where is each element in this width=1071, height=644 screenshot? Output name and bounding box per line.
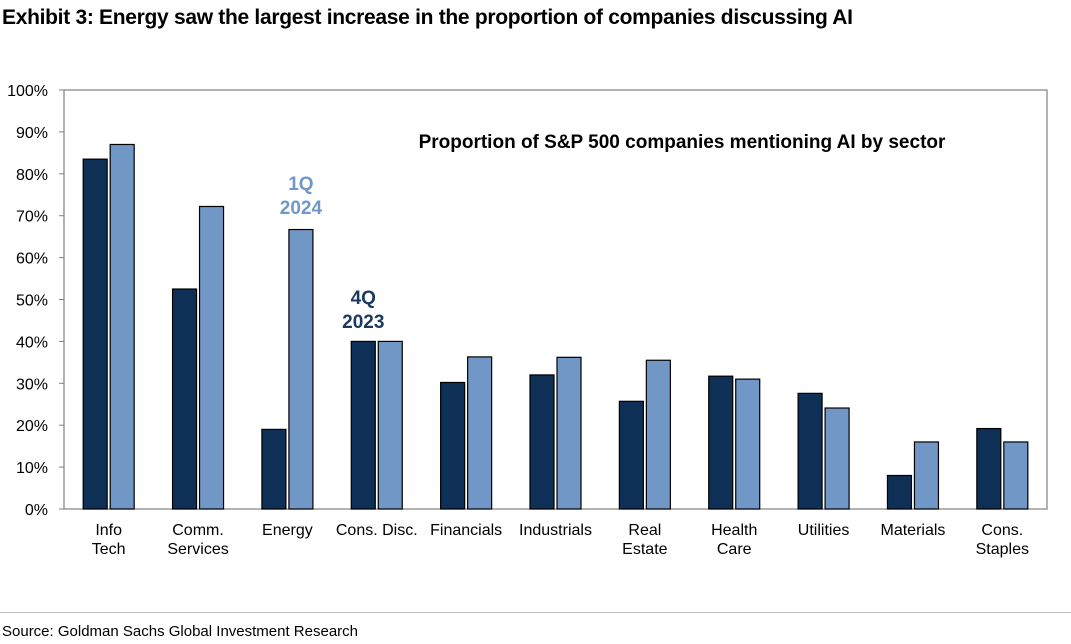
series-label-4q2023: 4Q 2023 xyxy=(342,288,384,333)
x-tick-label: Utilities xyxy=(798,522,850,539)
bar-1q2024 xyxy=(288,228,314,510)
bar-4q2023 xyxy=(618,400,644,510)
series-label-1q2024: 1Q 2024 xyxy=(280,174,323,219)
bar-1q2024 xyxy=(1003,441,1029,510)
x-tick-label: Cons. Staples xyxy=(976,522,1029,558)
bar-4q2023 xyxy=(350,340,376,510)
source-note: Source: Goldman Sachs Global Investment … xyxy=(2,623,359,640)
x-tick-label: Materials xyxy=(881,522,946,539)
y-tick-label: 90% xyxy=(16,125,48,142)
bar-4q2023 xyxy=(171,288,198,510)
y-tick-label: 0% xyxy=(25,502,48,519)
y-tick-label: 30% xyxy=(16,376,48,393)
y-tick-label: 50% xyxy=(16,293,48,310)
y-tick-label: 100% xyxy=(7,83,48,100)
x-tick-label: Comm. Services xyxy=(167,522,228,558)
bar-1q2024 xyxy=(824,407,850,510)
chart-title: Proportion of S&P 500 companies mentioni… xyxy=(419,132,946,153)
x-tick-label: Real Estate xyxy=(622,522,667,558)
bar-4q2023 xyxy=(976,427,1002,510)
bar-1q2024 xyxy=(735,378,761,510)
bar-4q2023 xyxy=(886,474,913,510)
bar-1q2024 xyxy=(467,356,493,510)
bar-1q2024 xyxy=(913,441,940,510)
x-axis-labels: Info Tech Comm. Services Energy Cons. Disc. Fi… xyxy=(92,522,1029,558)
exhibit-title: Exhibit 3: Energy saw the largest increa… xyxy=(2,6,853,29)
y-tick-label: 70% xyxy=(16,209,48,226)
series-labels: 1Q 2024 4Q 2023 xyxy=(280,174,385,333)
bar-1q2024 xyxy=(377,340,403,510)
bar-4q2023 xyxy=(261,428,287,510)
y-tick-label: 40% xyxy=(16,334,48,351)
bar-1q2024 xyxy=(109,143,135,510)
bar-chart-svg: 0% 10% 20% 30% 40% 50% 60% 70% 80% 90% 100% Info Te… xyxy=(7,83,1048,558)
y-tick-label: 10% xyxy=(16,460,48,477)
bar-4q2023 xyxy=(82,158,108,510)
x-tick-label: Cons. Disc. xyxy=(336,522,418,539)
y-tick-label: 60% xyxy=(16,251,48,268)
x-tick-label: Industrials xyxy=(519,522,592,539)
bar-4q2023 xyxy=(797,392,823,510)
y-axis-ticks: 0% 10% 20% 30% 40% 50% 60% 70% 80% 90% 100% xyxy=(7,83,64,519)
bar-4q2023 xyxy=(708,375,734,510)
y-tick-label: 20% xyxy=(16,418,48,435)
x-tick-label: Health Care xyxy=(711,522,757,558)
x-tick-label: Energy xyxy=(262,522,313,539)
bar-1q2024 xyxy=(645,359,671,510)
bars-group xyxy=(82,143,1029,510)
bar-4q2023 xyxy=(529,374,555,510)
bar-1q2024 xyxy=(198,205,225,510)
y-tick-label: 80% xyxy=(16,167,48,184)
bar-1q2024 xyxy=(556,356,582,510)
x-tick-label: Financials xyxy=(430,522,502,539)
divider-line xyxy=(0,612,1071,613)
bar-4q2023 xyxy=(440,381,466,510)
x-tick-label: Info Tech xyxy=(92,522,126,558)
